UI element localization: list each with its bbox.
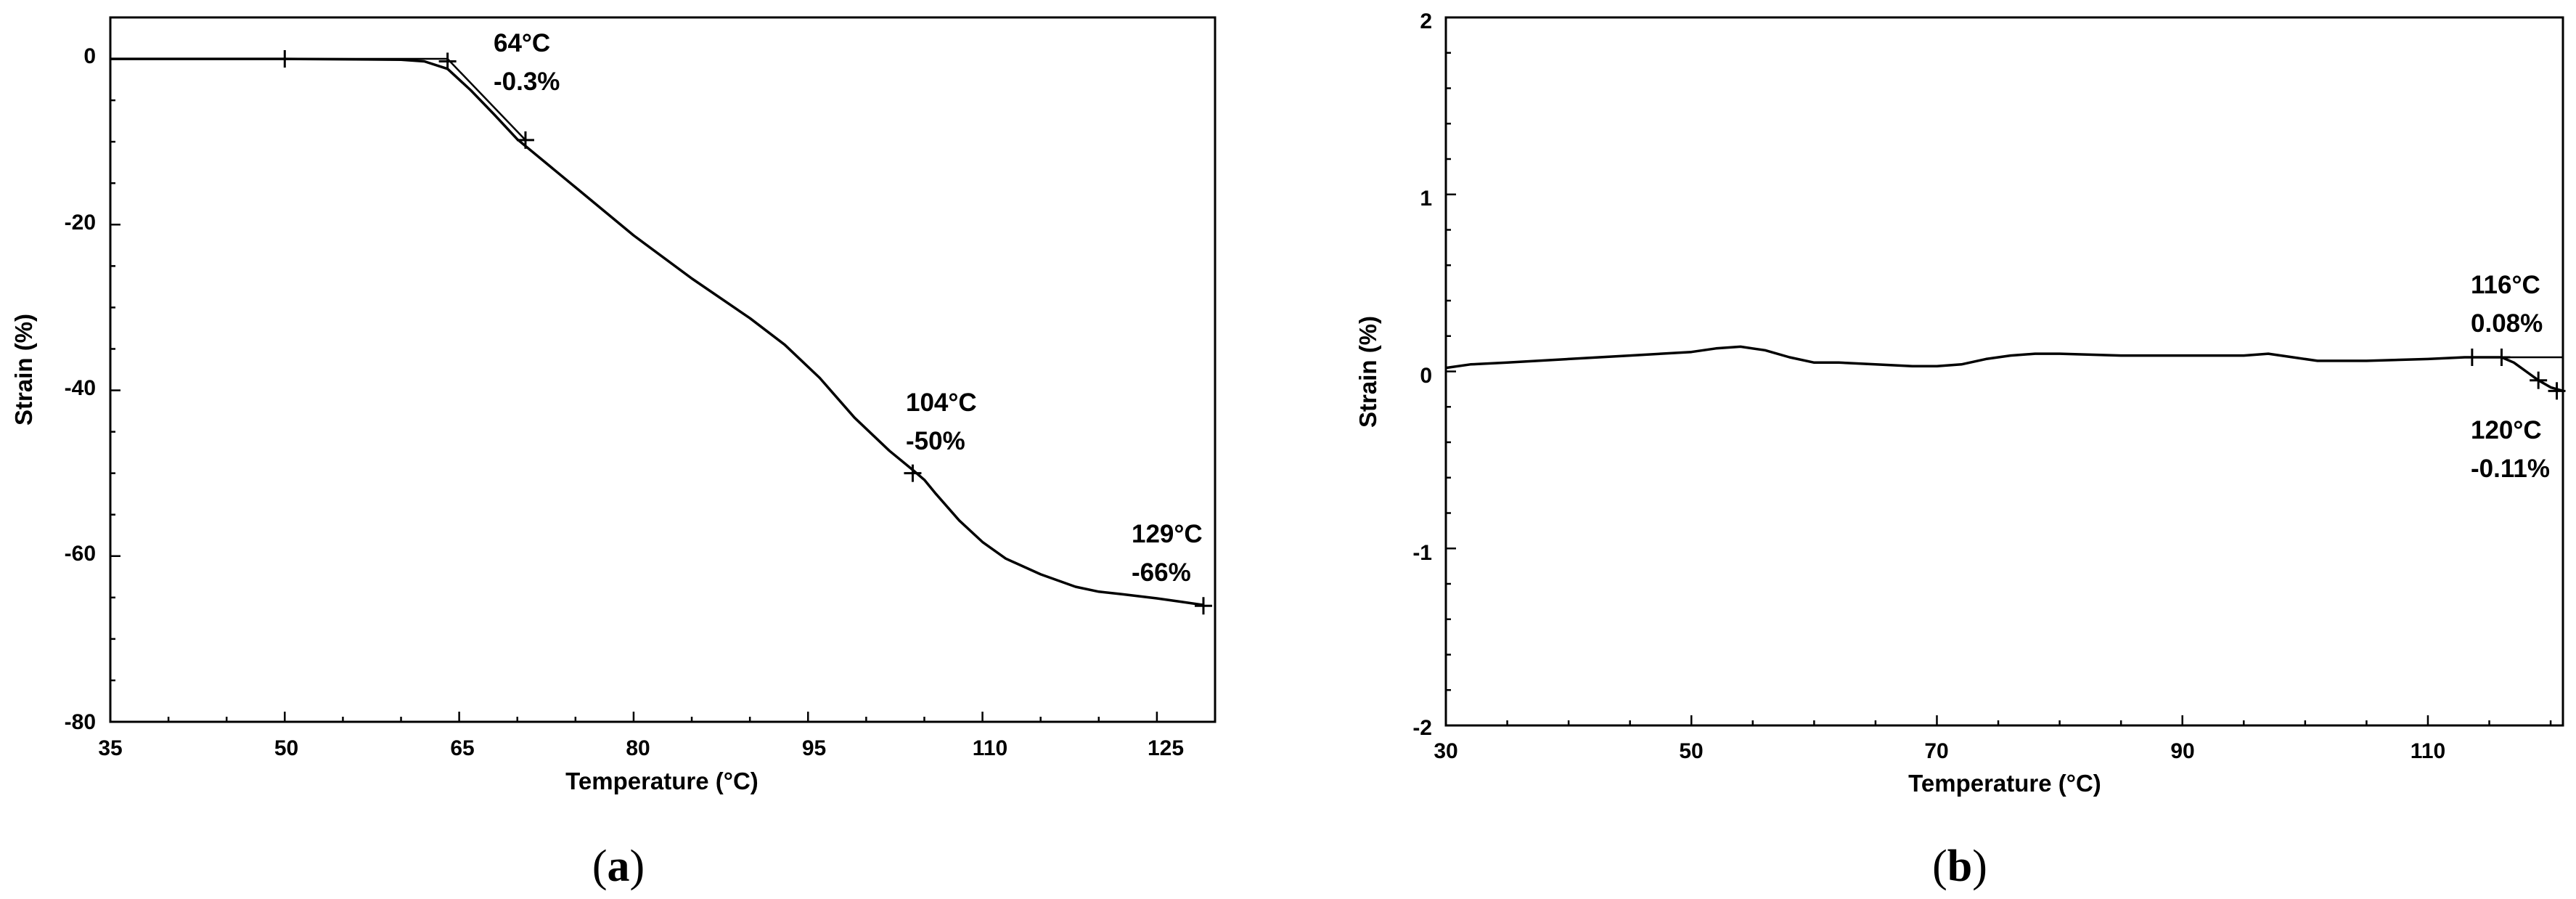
annotation-line: -0.3% (494, 68, 560, 96)
tick-marks-b (1444, 16, 2552, 727)
point-marker (2530, 371, 2548, 389)
x-tick-label: 80 (626, 736, 650, 760)
point-marker (904, 464, 922, 482)
annotation-line: -66% (1132, 558, 1191, 587)
y-axis-title-a: Strain (%) (10, 314, 37, 426)
y-tick-label: -80 (65, 710, 96, 734)
x-axis-title-a: Temperature (°C) (565, 768, 759, 794)
panel-label-letter: b (1947, 842, 1972, 891)
x-tick-label: 65 (450, 736, 474, 760)
tangent-lines-a (285, 57, 526, 141)
panel-label-a: (a) (592, 842, 645, 891)
y-tick-label: 0 (1420, 364, 1432, 388)
plot-frame-a (109, 16, 1217, 723)
chart-panel-b: 30 50 70 90 110 2 1 0 -1 -2 Temperature … (1354, 9, 2566, 891)
annotation-129C: 129°C -66% (1132, 520, 1203, 587)
annotation-line: 0.08% (2471, 309, 2543, 338)
svg-text:(b): (b) (1932, 842, 1987, 891)
point-marker (2548, 382, 2566, 400)
point-marker (516, 131, 534, 149)
x-tick-label: 125 (1148, 736, 1184, 760)
annotation-line: -0.11% (2471, 455, 2550, 483)
annotation-104C: 104°C -50% (906, 389, 977, 455)
chart-panel-a: 35 50 65 80 95 110 125 0 -20 -40 -60 -80… (10, 16, 1217, 891)
y-tick-label: 2 (1420, 9, 1432, 33)
annotation-line: 104°C (906, 389, 977, 417)
annotation-line: 120°C (2471, 416, 2542, 444)
strain-curve-b (1445, 345, 2564, 392)
x-tick-label: 50 (1679, 739, 1703, 763)
annotation-120C: 120°C -0.11% (2471, 416, 2550, 483)
x-tick-label: 110 (2411, 739, 2445, 763)
annotation-line: 129°C (1132, 520, 1203, 548)
annotation-116C: 116°C 0.08% (2471, 271, 2543, 338)
panel-label-paren: ( (1932, 842, 1947, 891)
annotation-line: -50% (906, 427, 965, 455)
panel-label-b: (b) (1932, 842, 1987, 891)
x-tick-label: 110 (973, 736, 1007, 760)
strain-curve-a (110, 57, 1204, 606)
annotation-64C: 64°C -0.3% (494, 29, 560, 96)
tangent-line (446, 58, 526, 141)
x-tick-labels-b: 30 50 70 90 110 (1434, 739, 2445, 763)
y-tick-label: -20 (65, 211, 96, 235)
x-axis-title-b: Temperature (°C) (1908, 770, 2101, 797)
markers-a (276, 50, 1212, 615)
y-tick-label: -60 (65, 542, 96, 566)
x-tick-label: 30 (1434, 739, 1457, 763)
point-marker (276, 50, 294, 68)
markers-b (2463, 349, 2566, 400)
y-axis-title-b: Strain (%) (1354, 316, 1381, 428)
annotation-line: 116°C (2471, 271, 2540, 299)
annotation-line: 64°C (494, 29, 550, 57)
y-tick-labels-b: 2 1 0 -1 -2 (1412, 9, 1432, 740)
point-marker (1194, 597, 1212, 615)
y-tick-label: -2 (1412, 716, 1432, 740)
y-tick-label: 1 (1420, 187, 1432, 211)
x-tick-label: 35 (98, 736, 122, 760)
plot-frame-b (1444, 16, 2564, 727)
panel-label-paren: ) (1972, 842, 1987, 891)
panel-label-paren: ) (630, 842, 645, 891)
panel-label-letter: a (608, 842, 630, 891)
x-tick-labels-a: 35 50 65 80 95 110 125 (98, 736, 1184, 760)
x-tick-label: 50 (274, 736, 298, 760)
panel-label-paren: ( (592, 842, 608, 891)
x-tick-label: 70 (1924, 739, 1948, 763)
y-tick-label: -40 (65, 376, 96, 400)
point-marker (438, 52, 457, 70)
tick-marks-a (109, 16, 1217, 723)
y-tick-labels-a: 0 -20 -40 -60 -80 (65, 44, 96, 734)
point-marker (2463, 349, 2481, 366)
point-marker (2493, 349, 2511, 366)
x-tick-label: 90 (2170, 739, 2194, 763)
svg-text:(a): (a) (592, 842, 645, 891)
y-tick-label: -1 (1412, 541, 1432, 565)
x-tick-label: 95 (802, 736, 826, 760)
y-tick-label: 0 (83, 44, 96, 68)
